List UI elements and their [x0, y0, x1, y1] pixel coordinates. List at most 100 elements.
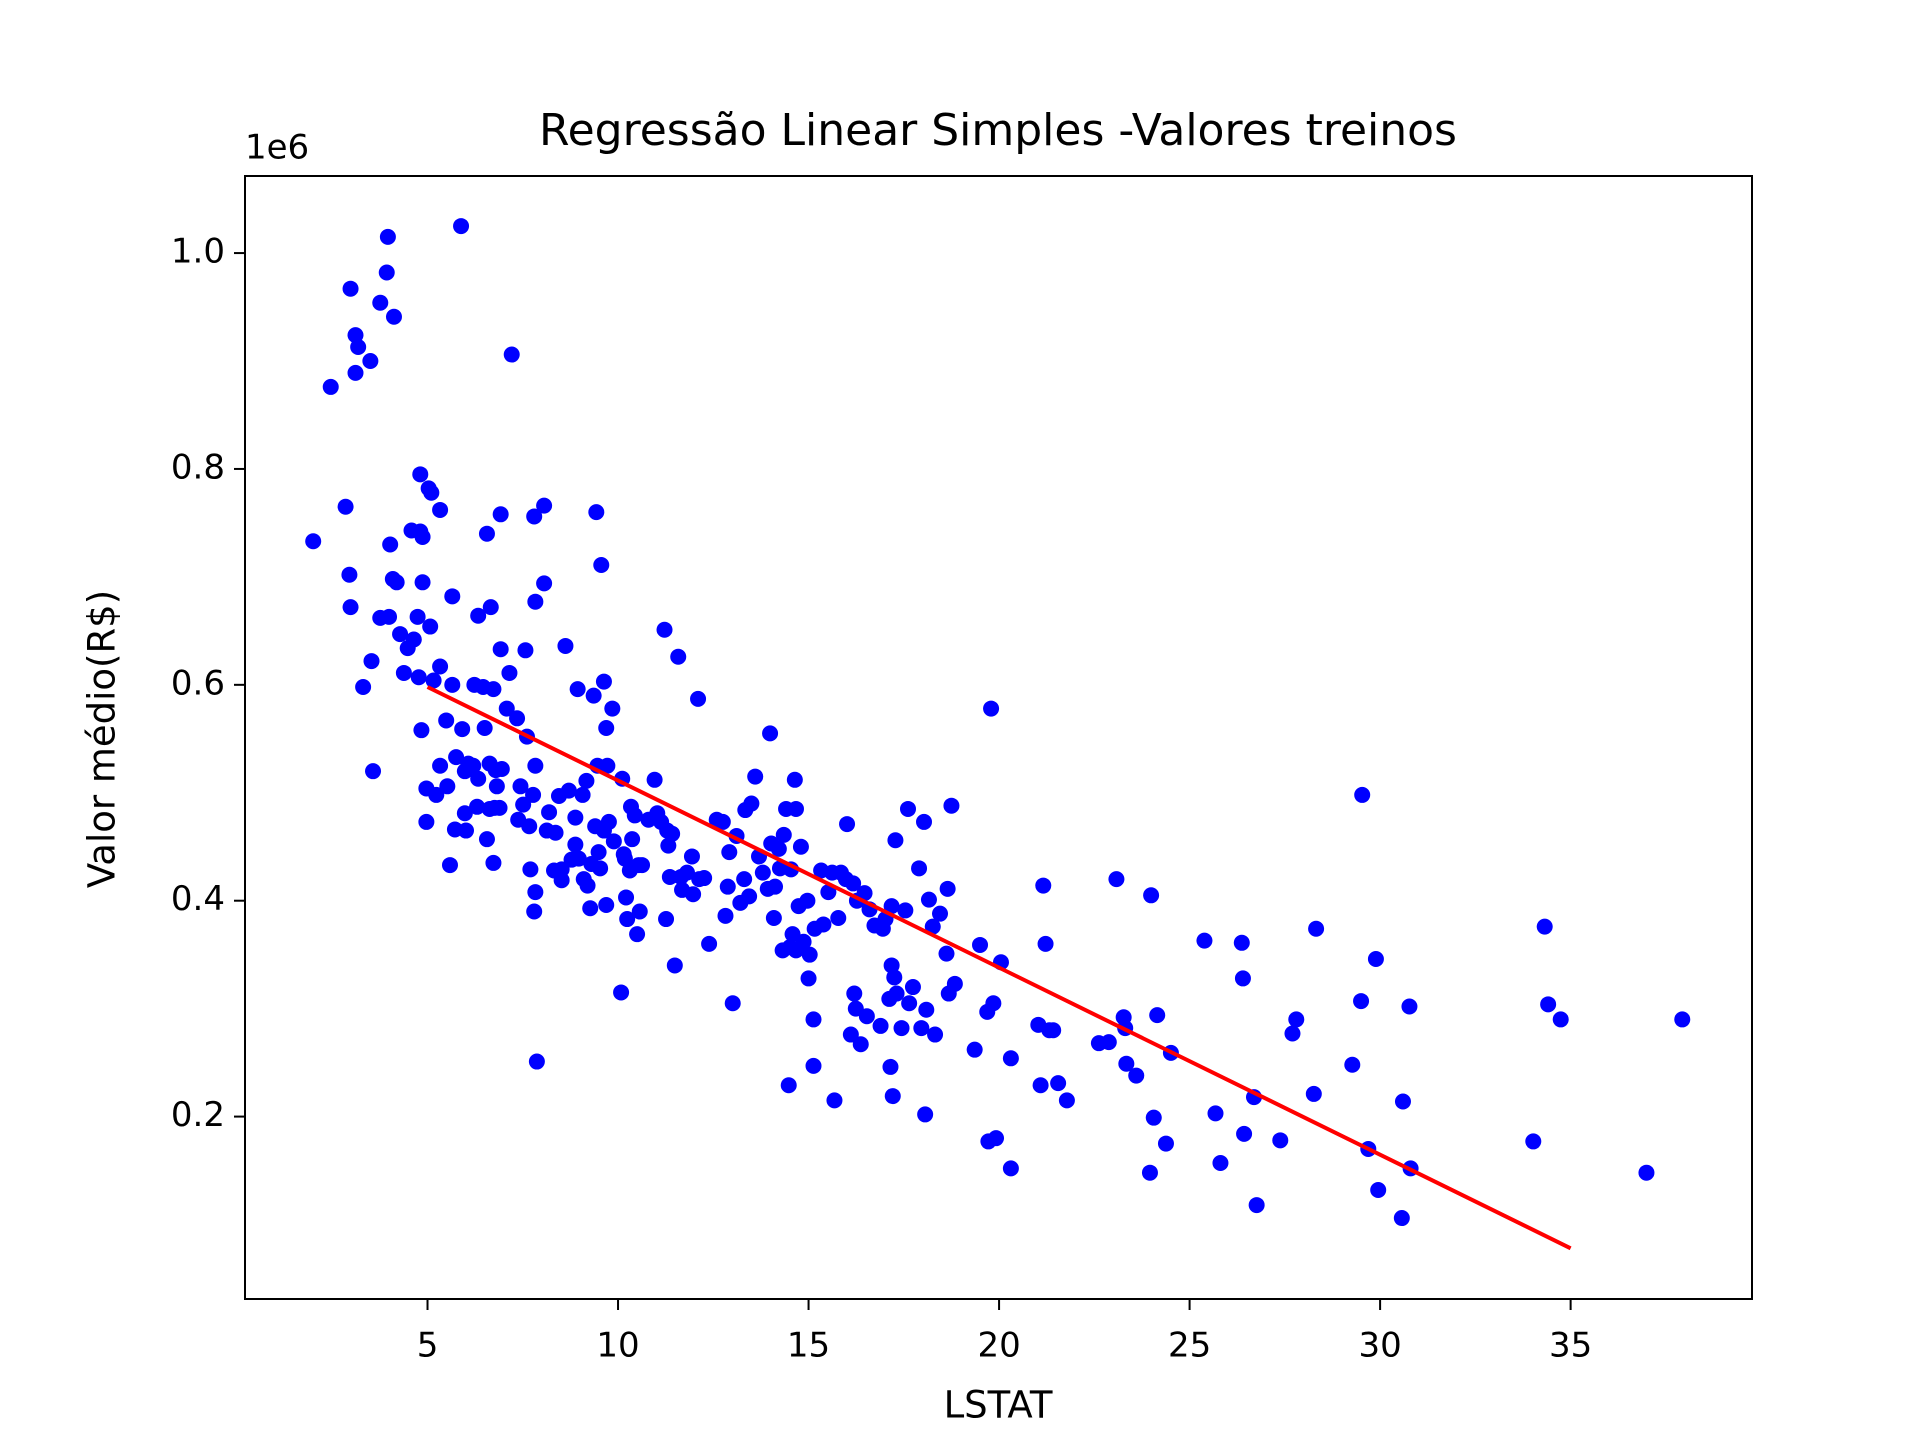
data-point — [492, 641, 509, 658]
data-point — [882, 1058, 899, 1075]
data-point — [414, 528, 431, 545]
data-point — [747, 768, 764, 785]
data-point — [1638, 1164, 1655, 1181]
data-point — [322, 378, 339, 395]
x-tick-label: 20 — [977, 1326, 1020, 1366]
data-point — [604, 700, 621, 717]
data-point — [1393, 1210, 1410, 1227]
data-point — [482, 599, 499, 616]
data-point — [856, 885, 873, 902]
data-point — [347, 364, 364, 381]
data-point — [528, 1053, 545, 1070]
data-point — [1552, 1011, 1569, 1028]
data-point — [574, 786, 591, 803]
data-point — [842, 1026, 859, 1043]
data-point — [658, 911, 675, 928]
data-point — [897, 902, 914, 919]
data-point — [526, 903, 543, 920]
data-point — [1272, 1132, 1289, 1149]
data-point — [1145, 1109, 1162, 1126]
data-point — [541, 804, 558, 821]
y-axis-label: Valor médio(R$) — [81, 590, 124, 888]
data-point — [501, 664, 518, 681]
data-point — [509, 710, 526, 727]
data-point — [826, 1092, 843, 1109]
data-point — [805, 1011, 822, 1028]
data-point — [432, 501, 449, 518]
data-point — [378, 264, 395, 281]
data-point — [385, 308, 402, 325]
data-point — [839, 816, 856, 833]
data-point — [775, 826, 792, 843]
data-point — [767, 878, 784, 895]
data-point — [342, 280, 359, 297]
data-point — [521, 818, 538, 835]
y-offset-label: 1e6 — [245, 128, 309, 168]
data-point — [598, 720, 615, 737]
data-point — [536, 497, 553, 514]
data-point — [887, 832, 904, 849]
data-point — [943, 797, 960, 814]
data-point — [395, 664, 412, 681]
data-point — [1236, 1125, 1253, 1142]
data-point — [900, 800, 917, 817]
data-point — [1035, 877, 1052, 894]
data-point — [569, 681, 586, 698]
data-point — [418, 813, 435, 830]
data-point — [920, 891, 937, 908]
data-point — [381, 608, 398, 625]
data-point — [379, 228, 396, 245]
chart-title: Regressão Linear Simples -Valores treino… — [539, 105, 1457, 156]
data-point — [372, 294, 389, 311]
data-point — [670, 648, 687, 665]
data-point — [342, 599, 359, 616]
data-point — [454, 721, 471, 738]
data-point — [932, 905, 949, 922]
data-point — [448, 749, 465, 766]
data-point — [414, 574, 431, 591]
data-point — [413, 722, 430, 739]
data-point — [476, 720, 493, 737]
data-point — [911, 860, 928, 877]
data-point — [762, 725, 779, 742]
data-point — [1002, 1050, 1019, 1067]
data-point — [1149, 1007, 1166, 1024]
data-point — [972, 936, 989, 953]
data-point — [412, 466, 429, 483]
y-tick-label: 0.8 — [171, 447, 225, 487]
x-tick-label: 35 — [1549, 1326, 1592, 1366]
x-tick-label: 10 — [596, 1326, 639, 1366]
data-point — [618, 889, 635, 906]
data-point — [517, 642, 534, 659]
data-point — [582, 900, 599, 917]
data-point — [491, 799, 508, 816]
data-point — [917, 1106, 934, 1123]
data-point — [1370, 1181, 1387, 1198]
data-point — [527, 884, 544, 901]
data-point — [362, 353, 379, 370]
data-point — [1141, 1164, 1158, 1181]
data-point — [901, 995, 918, 1012]
data-point — [872, 1017, 889, 1034]
x-axis-label: LSTAT — [944, 1384, 1053, 1427]
data-point — [428, 786, 445, 803]
data-point — [799, 892, 816, 909]
data-point — [492, 506, 509, 523]
data-point — [795, 933, 812, 950]
data-point — [592, 860, 609, 877]
data-point — [852, 1036, 869, 1053]
data-point — [405, 631, 422, 648]
data-point — [456, 805, 473, 822]
data-point — [1143, 887, 1160, 904]
data-point — [553, 872, 570, 889]
data-point — [585, 687, 602, 704]
data-point — [743, 795, 760, 812]
data-point — [1288, 1011, 1305, 1028]
data-point — [664, 825, 681, 842]
data-point — [365, 763, 382, 780]
data-point — [458, 822, 475, 839]
data-point — [605, 833, 622, 850]
data-point — [527, 593, 544, 610]
data-point — [1233, 934, 1250, 951]
